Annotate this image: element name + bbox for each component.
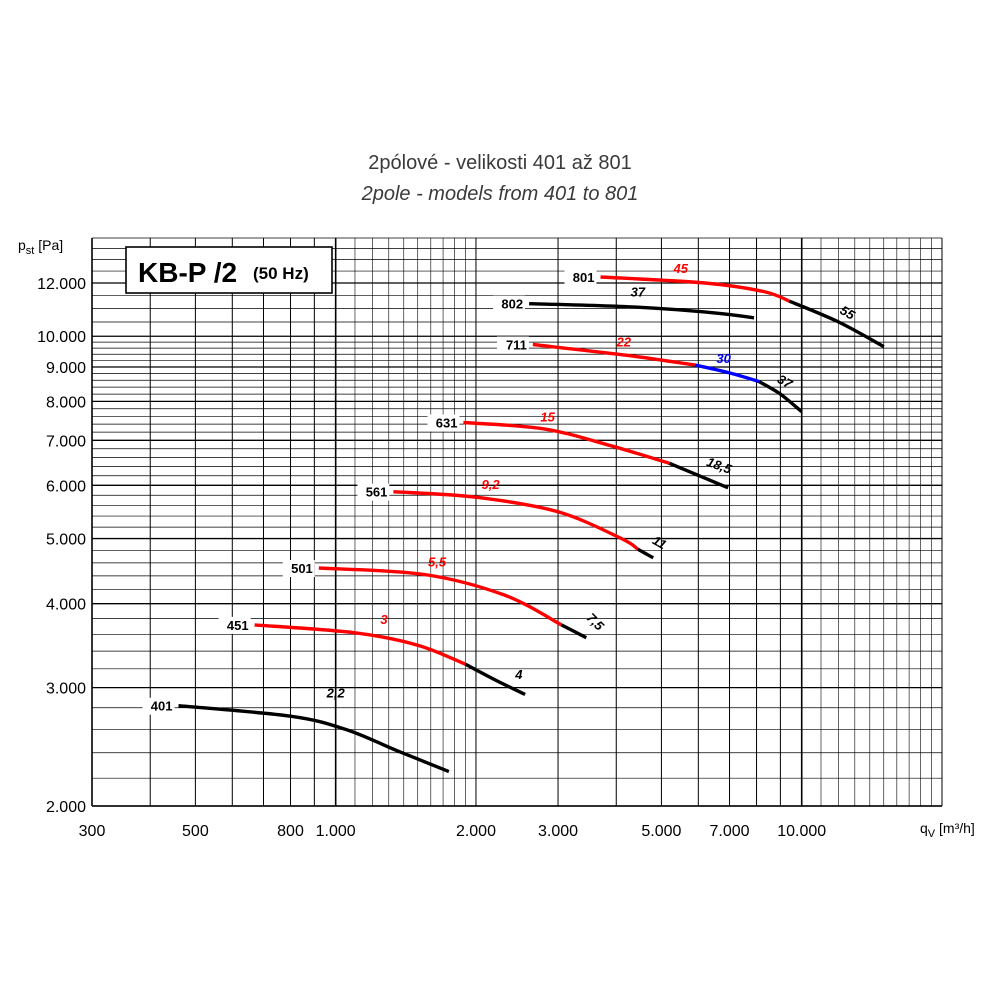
power-label: 11 [650, 532, 669, 552]
power-label: 37 [631, 285, 646, 300]
curve-segment-561-black [636, 547, 655, 560]
x-axis-label: qV [m³/h] [920, 820, 975, 840]
curve-segment-401-black [178, 704, 450, 774]
model-label-bg [427, 414, 460, 432]
power-label: 2,2 [326, 686, 346, 701]
power-label: 5,5 [428, 555, 447, 570]
legend-box: KB-P /2 (50 Hz) [125, 246, 333, 294]
power-label: 3 [380, 612, 388, 627]
model-label: 711 [506, 338, 527, 353]
curve-401: 2,2 401 [142, 686, 450, 774]
model-label: 631 [436, 416, 458, 431]
model-label-bg [496, 336, 529, 354]
y-tick-label: 8.000 [46, 394, 86, 411]
y-tick-label: 2.000 [46, 799, 86, 816]
power-label: 37 [775, 371, 796, 392]
model-label-bg [493, 295, 526, 313]
grid-vertical [91, 238, 943, 806]
curve-segment-451-black [464, 662, 526, 697]
curve-segment-561-red [393, 490, 639, 551]
model-label-bg [282, 559, 315, 577]
curve-segment-501-black [560, 623, 588, 640]
model-label-bg [142, 697, 175, 715]
x-tick-label: 2.000 [456, 823, 496, 840]
model-label: 451 [227, 618, 249, 633]
y-axis-label: pst [Pa] [18, 237, 63, 257]
y-tick-label: 7.000 [46, 433, 86, 450]
legend-frequency-label: (50 Hz) [253, 264, 309, 283]
x-tick-label: 500 [182, 823, 209, 840]
power-label: 15 [540, 410, 555, 425]
y-tick-label: 12.000 [37, 276, 86, 293]
power-label: 4 [514, 667, 523, 682]
curve-segment-801-red [600, 275, 790, 303]
curve-segment-451-red [254, 623, 467, 666]
curve-451: 3 4 451 [218, 612, 526, 697]
legend-box-frame [125, 246, 333, 294]
curve-segment-631-red [463, 420, 670, 465]
x-tick-label: 1.000 [316, 823, 356, 840]
curve-segment-711-red [532, 342, 696, 367]
model-label-bg [357, 483, 390, 501]
curve-segment-802-black [529, 302, 755, 320]
curve-501: 5,5 7,5 501 [282, 555, 608, 640]
y-tick-label: 5.000 [46, 532, 86, 549]
power-label: 7,5 [584, 610, 608, 634]
model-label-bg [564, 268, 597, 286]
x-tick-label: 800 [277, 823, 304, 840]
model-label: 802 [501, 297, 523, 312]
curve-segment-631-black [668, 461, 729, 490]
power-label: 45 [672, 261, 688, 276]
x-tick-label: 3.000 [538, 823, 578, 840]
x-tick-label: 7.000 [709, 823, 749, 840]
grid-horizontal [92, 237, 942, 807]
y-tick-label: 6.000 [46, 478, 86, 495]
model-label: 801 [573, 270, 595, 285]
y-tick-label: 10.000 [37, 329, 86, 346]
x-tick-label: 300 [79, 823, 106, 840]
power-label: 22 [615, 335, 631, 350]
curve-segment-801-black [788, 299, 885, 349]
y-tick-label: 9.000 [46, 360, 86, 377]
chart-title-czech: 2pólové - velikosti 401 až 801 [368, 152, 632, 174]
x-tick-label: 10.000 [777, 823, 826, 840]
curve-711: 22 30 37 711 [496, 335, 803, 414]
y-tick-label: 4.000 [46, 597, 86, 614]
curve-segment-711-blue [694, 363, 760, 384]
power-label: 9,2 [482, 477, 501, 492]
model-label-bg [218, 616, 251, 634]
model-label: 501 [291, 561, 313, 576]
curve-segment-711-black [758, 380, 803, 414]
curve-802: 37 802 [493, 285, 755, 320]
legend-model-label: KB-P /2 [138, 257, 237, 288]
curve-segment-501-red [318, 566, 563, 627]
power-label: 30 [716, 351, 731, 366]
curve-561: 9,2 11 561 [357, 477, 669, 560]
chart-title-english: 2pole - models from 401 to 801 [361, 183, 639, 205]
model-label: 561 [366, 485, 388, 500]
x-tick-label: 5.000 [641, 823, 681, 840]
model-label: 401 [151, 699, 173, 714]
y-tick-label: 3.000 [46, 681, 86, 698]
